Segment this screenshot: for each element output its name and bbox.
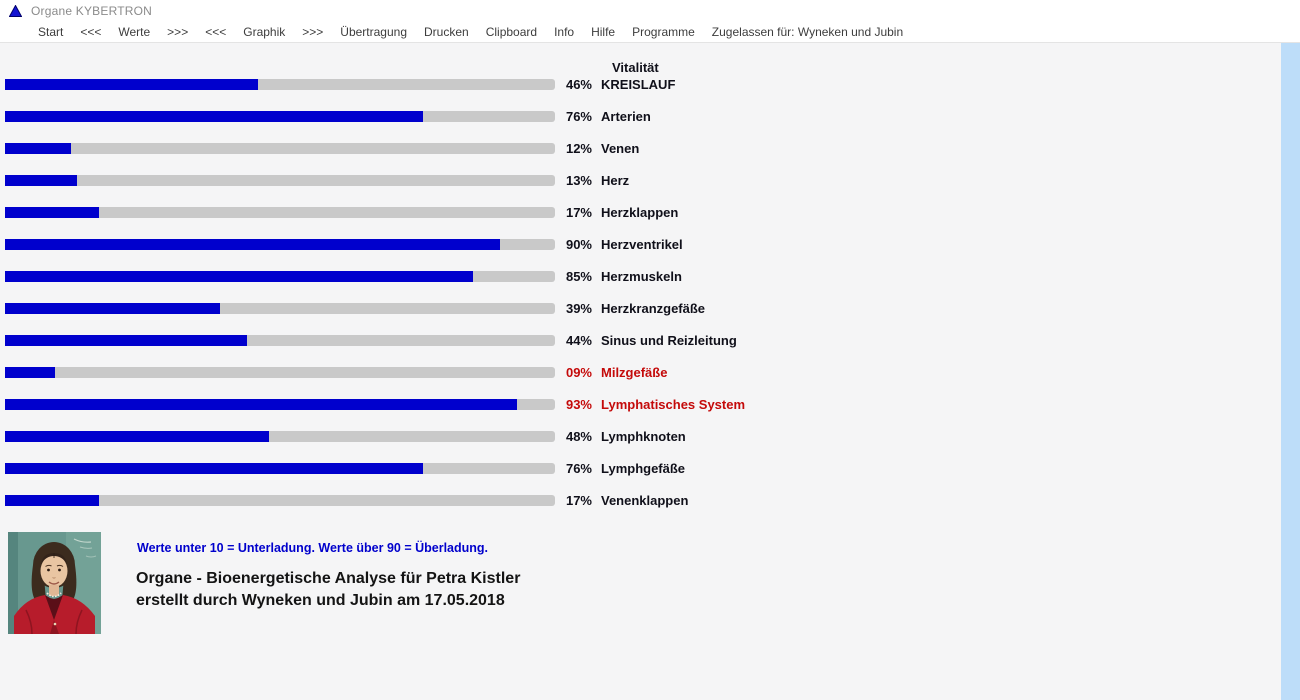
chart-row: 46% KREISLAUF xyxy=(0,68,840,100)
chart-row: 93% Lymphatisches System xyxy=(0,388,840,420)
bar-label: Venenklappen xyxy=(601,493,689,508)
menu-item-start[interactable]: Start xyxy=(38,25,64,39)
report-title-line2: erstellt durch Wyneken und Jubin am 17.0… xyxy=(136,592,505,609)
bar-value: 39% xyxy=(565,301,592,316)
report-title-line1: Organe - Bioenergetische Analyse für Pet… xyxy=(136,570,521,587)
chart-row: 17% Venenklappen xyxy=(0,484,840,516)
chart-title: Vitalität xyxy=(612,60,659,75)
report-title: Organe - Bioenergetische Analyse für Pet… xyxy=(136,568,520,612)
menu-item-back-1[interactable]: <<< xyxy=(80,25,102,39)
bar-track xyxy=(5,303,555,314)
menu-item-uebertragung[interactable]: Übertragung xyxy=(340,25,408,39)
bar-track xyxy=(5,431,555,442)
vitality-bar-chart: Vitalität 46% KREISLAUF 76% Arterien 12%… xyxy=(0,60,840,516)
chart-row: 17% Herzklappen xyxy=(0,196,840,228)
window-title: Organe KYBERTRON xyxy=(31,4,153,18)
right-edge-strip xyxy=(1281,43,1300,700)
chart-row: 39% Herzkranzgefäße xyxy=(0,292,840,324)
bar-fill xyxy=(5,399,517,410)
bar-value: 17% xyxy=(565,205,592,220)
bar-track xyxy=(5,207,555,218)
menu-item-forward-2[interactable]: >>> xyxy=(302,25,324,39)
bar-fill xyxy=(5,207,99,218)
bar-fill xyxy=(5,335,247,346)
bar-track xyxy=(5,463,555,474)
bar-value: 12% xyxy=(565,141,592,156)
chart-row: 44% Sinus und Reizleitung xyxy=(0,324,840,356)
main-content: Vitalität 46% KREISLAUF 76% Arterien 12%… xyxy=(0,42,1300,700)
bar-fill xyxy=(5,111,423,122)
bar-fill xyxy=(5,431,269,442)
bar-value: 93% xyxy=(565,397,592,412)
license-label: Zugelassen für: Wyneken und Jubin xyxy=(711,25,904,39)
bar-fill xyxy=(5,303,220,314)
menu-item-hilfe[interactable]: Hilfe xyxy=(591,25,616,39)
bar-fill xyxy=(5,143,71,154)
menu-item-programme[interactable]: Programme xyxy=(632,25,695,39)
bar-value: 76% xyxy=(565,109,592,124)
menu-item-info[interactable]: Info xyxy=(554,25,575,39)
bar-track xyxy=(5,495,555,506)
bar-fill xyxy=(5,495,99,506)
bar-fill xyxy=(5,463,423,474)
chart-row: 76% Arterien xyxy=(0,100,840,132)
bar-label: Herzventrikel xyxy=(601,237,683,252)
menu-item-drucken[interactable]: Drucken xyxy=(424,25,469,39)
bar-label: Lymphknoten xyxy=(601,429,686,444)
menu-bar: Start <<< Werte >>> <<< Graphik >>> Über… xyxy=(0,22,1300,42)
bar-label: Sinus und Reizleitung xyxy=(601,333,737,348)
legend-note: Werte unter 10 = Unterladung. Werte über… xyxy=(137,541,489,555)
patient-photo xyxy=(8,532,101,634)
app-triangle-icon xyxy=(9,5,22,17)
bar-track xyxy=(5,399,555,410)
bar-value: 85% xyxy=(565,269,592,284)
chart-row: 09% Milzgefäße xyxy=(0,356,840,388)
bar-value: 46% xyxy=(565,77,592,92)
bar-label: Venen xyxy=(601,141,640,156)
bar-track xyxy=(5,239,555,250)
bar-value: 48% xyxy=(565,429,592,444)
bar-label: Herz xyxy=(601,173,630,188)
menu-item-clipboard[interactable]: Clipboard xyxy=(485,25,538,39)
bar-value: 17% xyxy=(565,493,592,508)
chart-row: 13% Herz xyxy=(0,164,840,196)
bar-value: 09% xyxy=(565,365,592,380)
bar-label: Lymphgefäße xyxy=(601,461,686,476)
bar-value: 90% xyxy=(565,237,592,252)
title-bar: Organe KYBERTRON xyxy=(0,0,1300,22)
menu-item-graphik[interactable]: Graphik xyxy=(243,25,286,39)
chart-row: 76% Lymphgefäße xyxy=(0,452,840,484)
bar-label: Herzkranzgefäße xyxy=(601,301,706,316)
chart-row: 85% Herzmuskeln xyxy=(0,260,840,292)
bar-track xyxy=(5,143,555,154)
bar-fill xyxy=(5,271,473,282)
chart-row: 12% Venen xyxy=(0,132,840,164)
menu-item-back-2[interactable]: <<< xyxy=(205,25,227,39)
bar-fill xyxy=(5,239,500,250)
bar-label: KREISLAUF xyxy=(601,77,676,92)
bar-value: 76% xyxy=(565,461,592,476)
bar-value: 13% xyxy=(565,173,592,188)
chart-row: 90% Herzventrikel xyxy=(0,228,840,260)
bar-value: 44% xyxy=(565,333,592,348)
bar-fill xyxy=(5,175,77,186)
bar-track xyxy=(5,271,555,282)
bar-label: Arterien xyxy=(601,109,651,124)
bar-track xyxy=(5,175,555,186)
bar-track xyxy=(5,111,555,122)
bar-label: Lymphatisches System xyxy=(601,397,746,412)
bar-fill xyxy=(5,367,55,378)
bar-label: Milzgefäße xyxy=(601,365,668,380)
bar-label: Herzklappen xyxy=(601,205,679,220)
menu-item-werte[interactable]: Werte xyxy=(118,25,151,39)
bar-label: Herzmuskeln xyxy=(601,269,682,284)
bar-fill xyxy=(5,79,258,90)
chart-row: 48% Lymphknoten xyxy=(0,420,840,452)
bar-track xyxy=(5,79,555,90)
bar-track xyxy=(5,335,555,346)
menu-item-forward-1[interactable]: >>> xyxy=(167,25,189,39)
bar-track xyxy=(5,367,555,378)
